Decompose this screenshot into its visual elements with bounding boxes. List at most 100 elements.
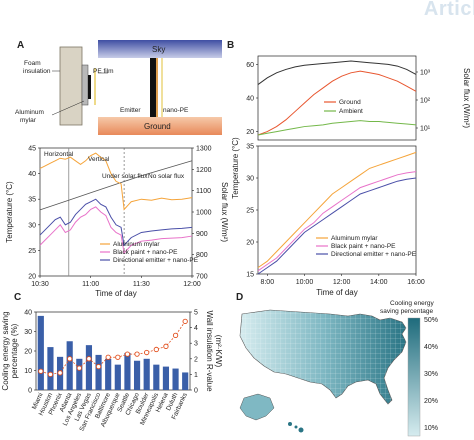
- panel-b-letter: B: [227, 40, 235, 51]
- panel-b-chart: 20 40 60 10¹ 10² 10³ Solar flux (W/m²) Ground Am…: [231, 55, 471, 297]
- x-tick-label: 16:00: [407, 279, 425, 286]
- mylar-strip: [81, 64, 89, 106]
- panel-a-schematic: Foam insulation Aluminum mylar PE film Sky…: [15, 40, 222, 135]
- panel-d-map: Cooling energy saving percentage 50% 40% …: [239, 300, 438, 437]
- series-line: [257, 177, 417, 275]
- y2-tick-label: 2: [194, 356, 198, 363]
- series-line: [257, 60, 417, 85]
- r-value-point: [124, 351, 131, 357]
- x-tick-label: 14:00: [370, 279, 388, 286]
- y2-axis-label-2: (m²·K/W): [214, 335, 223, 368]
- annotation: Horizontal: [44, 151, 74, 158]
- r-value-point: [172, 332, 179, 339]
- colorbar-tick: 10%: [424, 425, 438, 432]
- legend-label: Black paint + nano-PE: [113, 249, 178, 256]
- bar: [162, 366, 170, 390]
- y-tick-label: 20: [24, 349, 32, 356]
- r-value-point: [57, 370, 63, 376]
- y2-tick-label: 1100: [196, 188, 211, 195]
- bar: [143, 358, 150, 390]
- r-value-point: [134, 351, 140, 357]
- series-line: [257, 70, 417, 136]
- colorbar-tick: 40%: [424, 344, 438, 351]
- bar: [95, 354, 102, 390]
- bar: [124, 352, 131, 390]
- r-value-point: [67, 356, 73, 362]
- x-tick-label: 8:00: [260, 279, 274, 286]
- county-grid: [240, 310, 406, 404]
- y-axis-label: Temperature (°C): [5, 181, 14, 243]
- y2-tick-label: 4: [194, 325, 198, 332]
- annotation: Under solar flux: [102, 173, 148, 180]
- y-tick-label: 30: [24, 329, 32, 336]
- x-tick-label: 10:00: [296, 279, 314, 286]
- ground-label: Ground: [144, 122, 171, 131]
- r-value-point: [47, 371, 54, 378]
- y2-tick-label: 1200: [196, 167, 212, 174]
- hawaii-island: [298, 427, 304, 433]
- hawaii-island: [288, 422, 292, 426]
- r-value-point: [153, 346, 159, 353]
- bar: [133, 360, 141, 390]
- y-tick-label: 25: [246, 208, 254, 215]
- r-value-point: [86, 356, 92, 362]
- r-value-point: [105, 354, 111, 360]
- y2-tick-label: 900: [196, 231, 208, 238]
- x-tick-label: 10:30: [31, 281, 49, 288]
- y-axis-label-2: percentage (%): [10, 323, 19, 378]
- legend-label: Aluminum mylar: [331, 235, 378, 242]
- y-tick-label: 15: [246, 272, 254, 279]
- y-tick-label: 10: [24, 368, 32, 375]
- panel-a-chart: 20 25 30 35 40 45 700 800 900 1000 1100 1200 1300 10:…: [5, 146, 229, 299]
- x-tick-label: 11:30: [133, 281, 150, 288]
- y2-axis-label: Wall insulation R-value: [205, 310, 214, 392]
- y-tick-label: 45: [28, 146, 36, 153]
- bar: [182, 372, 189, 390]
- bar: [76, 358, 83, 390]
- colorbar-tick: 50%: [424, 317, 438, 324]
- emitter-label: Emitter: [120, 107, 141, 114]
- r-value-point: [182, 318, 188, 325]
- colorbar-tick: 20%: [424, 398, 438, 405]
- sky-band: [98, 40, 222, 58]
- foam-block: [59, 46, 83, 126]
- x-axis-label: Time of day: [95, 289, 137, 298]
- y2-axis-label: Solar flux (W/m²): [220, 182, 229, 242]
- r-value-line: [40, 321, 186, 375]
- y-tick-label: 30: [28, 222, 36, 229]
- emitter-bar: [150, 58, 156, 117]
- r-value-point: [95, 363, 102, 370]
- bar: [37, 315, 44, 390]
- x-tick-label: 11:00: [82, 281, 99, 288]
- foam-label: Foam insulation: [23, 60, 51, 75]
- y2-tick-label: 5: [194, 310, 198, 317]
- y-tick-label: 20: [246, 240, 254, 247]
- y-tick-label: 20: [246, 129, 254, 136]
- legend-label: Directional emitter + nano-PE: [331, 251, 417, 258]
- panel-a-letter: A: [17, 40, 25, 51]
- annotation: No solar flux: [148, 173, 185, 180]
- emitter-edge: [156, 58, 158, 117]
- series-line: [39, 152, 193, 211]
- y-tick-label: 20: [28, 274, 36, 281]
- pe-film-label: PE film: [93, 68, 114, 75]
- r-value-point: [76, 365, 82, 371]
- bar: [66, 341, 73, 390]
- y-tick-label: 40: [24, 310, 32, 317]
- series-line: [39, 206, 193, 255]
- y2-tick-label: 700: [196, 274, 208, 281]
- panel-c-letter: C: [14, 292, 22, 303]
- y2-tick-label: 1000: [196, 210, 212, 217]
- legend-label: Black paint + nano-PE: [331, 243, 396, 250]
- hawaii-island: [294, 425, 298, 429]
- y2-tick-label: 10²: [420, 98, 431, 105]
- legend-label: Directional emitter + nano-PE: [113, 257, 199, 264]
- nanope-label: nano-PE: [163, 107, 189, 114]
- bar: [85, 345, 93, 390]
- chart-b-top-frame: [257, 55, 417, 141]
- bar: [153, 364, 160, 390]
- y2-tick-label: 1: [194, 372, 198, 379]
- alaska-shape: [239, 393, 275, 421]
- y2-tick-label: 1300: [196, 146, 212, 153]
- y-axis-label: Temperature (°C): [231, 137, 240, 199]
